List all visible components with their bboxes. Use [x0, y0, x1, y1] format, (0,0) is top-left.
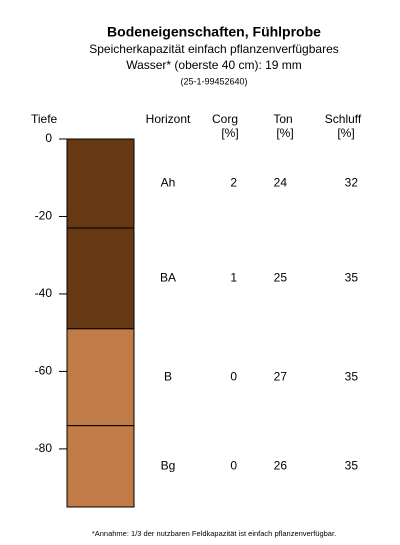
horizon-layer [66, 227, 135, 330]
y-tick-label: -60 [35, 364, 53, 378]
y-tick-label: -20 [35, 209, 53, 223]
y-axis-label: Tiefe [31, 112, 58, 126]
ton-value: 27 [274, 369, 288, 383]
schluff-value: 35 [345, 271, 359, 285]
horizon-layer [66, 425, 135, 508]
horizon-name: Ah [161, 176, 176, 190]
column-header: Ton [273, 112, 292, 126]
horizon-layer [66, 328, 135, 427]
ton-value: 26 [274, 458, 288, 472]
ton-value: 24 [274, 176, 288, 190]
y-tick-label: -40 [35, 286, 53, 300]
chart-title: Bodeneigenschaften, Fühlprobe [107, 24, 321, 40]
column-unit: [%] [276, 126, 293, 140]
schluff-value: 35 [345, 458, 359, 472]
sample-id: (25-1-99452640) [180, 76, 247, 86]
horizon-name: BA [160, 271, 176, 285]
column-header: Schluff [325, 112, 362, 126]
horizon-layer [66, 138, 135, 229]
footnote: *Annahme: 1/3 der nutzbaren Feldkapazitä… [92, 529, 336, 538]
horizon-name: Bg [161, 458, 176, 472]
y-tick-label: -80 [35, 441, 53, 455]
corg-value: 0 [230, 369, 237, 383]
column-unit: [%] [337, 126, 354, 140]
schluff-value: 32 [345, 176, 359, 190]
subtitle: Wasser* (oberste 40 cm): 19 mm [126, 58, 302, 72]
column-unit: [%] [221, 126, 238, 140]
horizon-name: B [164, 369, 172, 383]
ton-value: 25 [274, 271, 288, 285]
corg-value: 0 [230, 458, 237, 472]
corg-value: 2 [230, 176, 237, 190]
schluff-value: 35 [345, 369, 359, 383]
subtitle: Speicherkapazität einfach pflanzenverfüg… [89, 42, 339, 56]
y-tick-label: 0 [45, 131, 52, 145]
column-header: Horizont [146, 112, 191, 126]
column-header: Corg [212, 112, 238, 126]
corg-value: 1 [230, 271, 237, 285]
